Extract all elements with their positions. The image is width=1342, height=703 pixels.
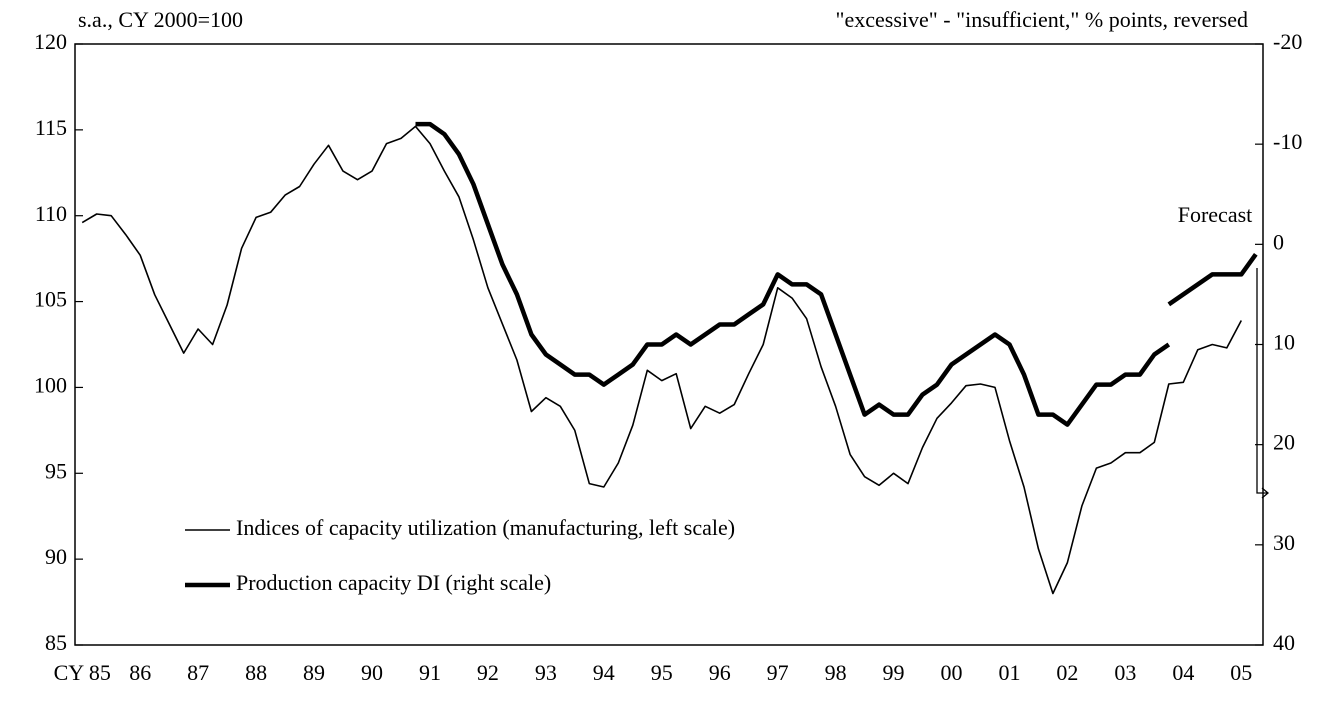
y-tick-label: 120	[34, 29, 67, 54]
y2-tick-label: 20	[1273, 430, 1295, 455]
y-tick-label: 110	[35, 201, 67, 226]
y2-tick-label: -10	[1273, 129, 1302, 154]
x-tick-label: 95	[651, 660, 673, 685]
x-tick-label: CY 85	[54, 660, 111, 685]
series-line	[81, 125, 1243, 595]
forecast-arrow	[1256, 268, 1270, 499]
x-tick-label: 90	[361, 660, 383, 685]
y-tick-label: 95	[45, 458, 67, 483]
series-line	[415, 121, 1171, 427]
y-tick-label: 115	[35, 115, 67, 140]
y2-tick-label: 40	[1273, 630, 1295, 655]
x-tick-label: 97	[767, 660, 789, 685]
y-tick-label: 90	[45, 544, 67, 569]
x-tick-label: 05	[1230, 660, 1252, 685]
x-tick-label: 98	[825, 660, 847, 685]
x-tick-label: 88	[245, 660, 267, 685]
x-tick-label: 02	[1056, 660, 1078, 685]
legend-label: Indices of capacity utilization (manufac…	[236, 515, 735, 540]
x-tick-label: 91	[419, 660, 441, 685]
y-tick-label: 100	[34, 372, 67, 397]
x-tick-label: 99	[883, 660, 905, 685]
x-tick-label: 04	[1172, 660, 1194, 685]
legend-label: Production capacity DI (right scale)	[236, 570, 551, 595]
forecast-label: Forecast	[1178, 202, 1253, 227]
x-tick-label: 01	[998, 660, 1020, 685]
x-tick-label: 89	[303, 660, 325, 685]
y2-axis-label: "excessive" - "insufficient," % points, …	[836, 7, 1248, 32]
y2-tick-label: 10	[1273, 330, 1295, 355]
series-line	[1167, 252, 1258, 307]
y2-tick-label: 30	[1273, 530, 1295, 555]
x-tick-label: 92	[477, 660, 499, 685]
plot-frame	[74, 43, 1264, 646]
y2-tick-label: -20	[1273, 29, 1302, 54]
x-tick-label: 03	[1114, 660, 1136, 685]
x-tick-label: 93	[535, 660, 557, 685]
x-tick-label: 87	[187, 660, 209, 685]
y-tick-label: 105	[34, 287, 67, 312]
x-tick-label: 94	[593, 660, 615, 685]
y-tick-label: 85	[45, 630, 67, 655]
x-tick-label: 86	[129, 660, 151, 685]
y2-tick-label: 0	[1273, 229, 1284, 254]
x-tick-label: 00	[941, 660, 963, 685]
y-axis-label: s.a., CY 2000=100	[78, 7, 243, 32]
x-tick-label: 96	[709, 660, 731, 685]
